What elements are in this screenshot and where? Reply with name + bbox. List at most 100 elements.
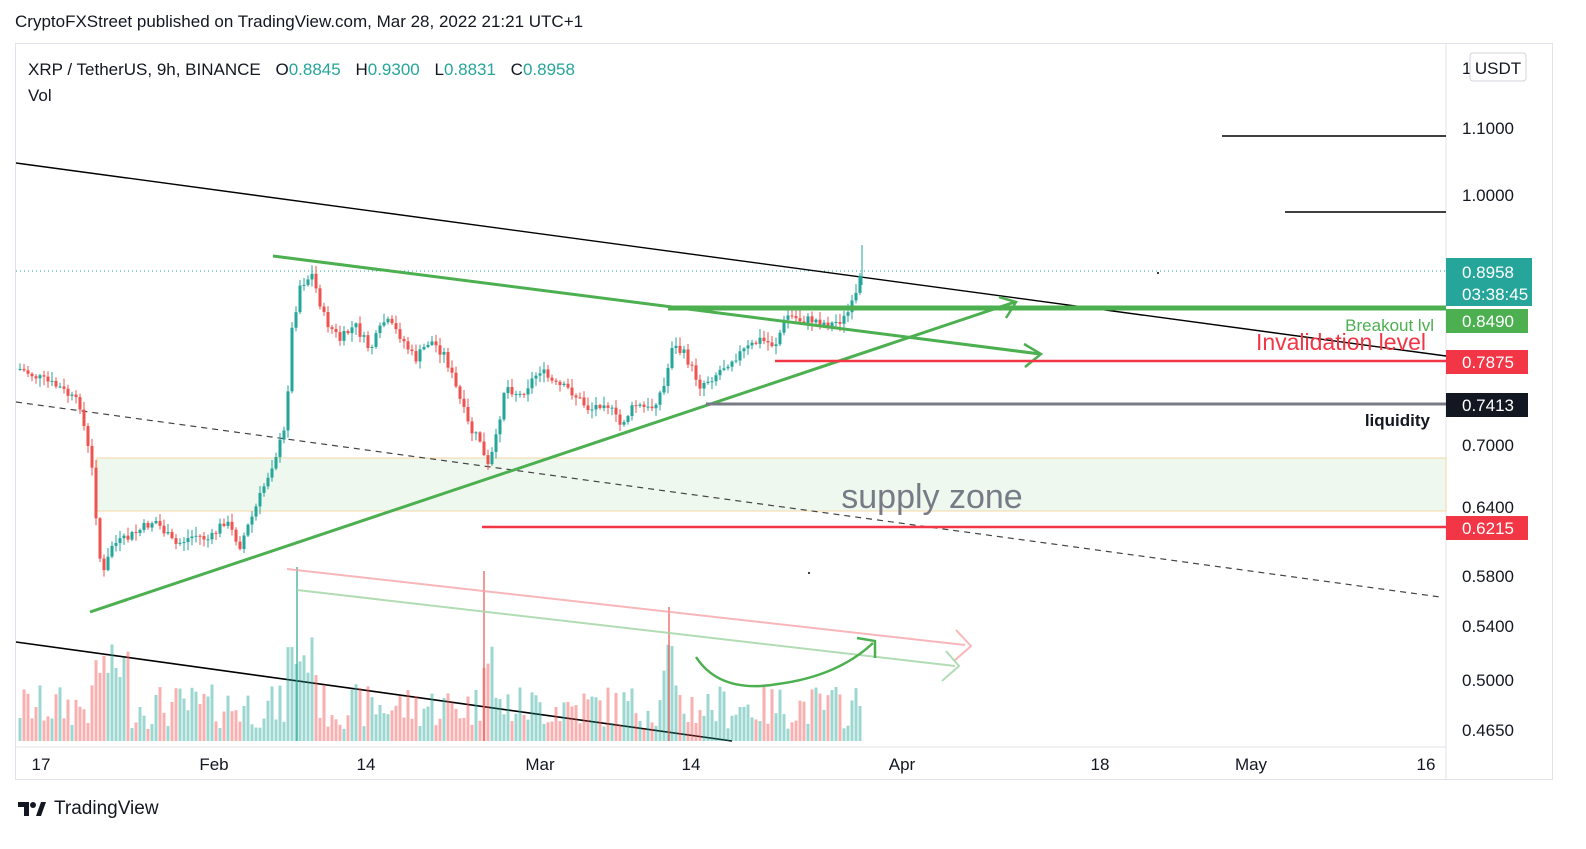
currency-label[interactable]: USDT — [1475, 59, 1521, 78]
volume-bar — [394, 705, 398, 741]
volume-bar — [170, 701, 174, 741]
volume-bar — [682, 713, 686, 741]
candle-body — [730, 361, 734, 367]
candle-body — [594, 404, 598, 410]
candle-body — [722, 368, 726, 370]
low-value: 0.8831 — [443, 60, 496, 79]
volume-bar — [690, 697, 694, 741]
candle-body — [158, 521, 162, 526]
triangle-lower-line[interactable] — [89, 300, 1016, 614]
candle-body — [30, 373, 34, 377]
dashed-trendline[interactable] — [15, 401, 1441, 598]
candle-body — [586, 405, 590, 411]
time-axis[interactable]: 17 Feb 14 Mar 14 Apr 18 May 16 — [32, 755, 1436, 774]
candle-body — [26, 370, 30, 374]
candle-body — [414, 351, 418, 362]
breakout-label[interactable]: Breakout lvl — [1345, 316, 1434, 335]
candle-body — [634, 405, 638, 407]
candle-body — [410, 349, 414, 352]
volume-bars — [18, 567, 862, 741]
candle-body — [318, 288, 322, 307]
candle-body — [406, 341, 410, 350]
candle-body — [314, 273, 318, 289]
candle-body — [134, 532, 138, 534]
liquidity-label[interactable]: liquidity — [1365, 411, 1431, 430]
candle-body — [666, 367, 670, 386]
volume-bar — [346, 715, 350, 741]
volume-bar — [686, 721, 690, 741]
volume-bar — [762, 684, 766, 741]
currency-button[interactable] — [1469, 52, 1527, 82]
volume-bar — [34, 707, 38, 741]
volume-bar — [814, 687, 818, 741]
high-label: H — [355, 60, 368, 79]
volume-bar — [126, 651, 130, 741]
volume-bar — [550, 721, 554, 741]
candle-body — [834, 321, 838, 323]
lower-channel-line[interactable] — [15, 641, 733, 742]
candle-body — [126, 535, 130, 540]
curved-arrow[interactable] — [694, 642, 874, 688]
marker-dot — [808, 572, 810, 574]
volume-bar — [502, 714, 506, 741]
high-value: 0.9300 — [367, 60, 420, 79]
volume-bar — [306, 672, 310, 741]
volume-bar — [726, 728, 730, 741]
candle-body — [626, 416, 630, 422]
volume-bar — [466, 696, 470, 741]
currency-prefix: 1 — [1462, 59, 1471, 78]
liquidity-badge-value: 0.7413 — [1462, 396, 1514, 415]
volume-bar — [406, 690, 410, 741]
time-tick-label: 17 — [32, 755, 51, 774]
volume-bar — [778, 689, 782, 741]
candle-body — [506, 387, 510, 394]
candle-body — [602, 405, 606, 409]
volume-bar — [634, 713, 638, 741]
candle-body — [270, 468, 274, 478]
volume-bar — [42, 720, 46, 741]
volume-bar — [154, 694, 158, 741]
symbol-label[interactable]: XRP / TetherUS, 9h, BINANCE — [28, 60, 261, 79]
volume-bar — [626, 701, 630, 741]
volume-bar — [486, 663, 490, 741]
upper-channel-line[interactable] — [15, 162, 1447, 357]
volume-bar — [662, 670, 666, 741]
candle-body — [526, 388, 530, 395]
price-axis[interactable]: 1 USDT 1.1000 1.0000 0.7000 0.6400 0.5800 0.5… — [1462, 52, 1527, 740]
candle-body — [426, 344, 430, 347]
candle-body — [682, 349, 686, 353]
candle-body — [622, 421, 626, 425]
footer-brand[interactable]: TradingView — [18, 798, 159, 820]
volume-bar — [242, 706, 246, 741]
volume-bar — [546, 722, 550, 741]
candle-body — [194, 535, 198, 537]
volume-bar — [26, 693, 30, 741]
volume-green-arrow[interactable] — [296, 589, 956, 667]
volume-bar — [150, 724, 154, 741]
candle-body — [354, 323, 358, 328]
volume-bar — [566, 701, 570, 741]
volume-bar — [766, 723, 770, 741]
volume-bar — [614, 692, 618, 741]
candle-body — [614, 407, 618, 415]
volume-bar — [342, 728, 346, 741]
volume-bar — [534, 695, 538, 741]
volume-bar — [366, 686, 370, 741]
invalidation-label[interactable]: Invalidation level — [1256, 329, 1426, 355]
volume-indicator-label[interactable]: Vol — [28, 86, 52, 105]
volume-red-arrow[interactable] — [286, 568, 966, 646]
supply-zone-label[interactable]: supply zone — [841, 478, 1022, 516]
support-badge — [1446, 516, 1528, 540]
candle-body — [702, 382, 706, 389]
candle-body — [478, 432, 482, 442]
volume-bar — [310, 637, 314, 741]
candle-body — [166, 532, 170, 534]
volume-bar — [402, 717, 406, 741]
volume-bar — [818, 693, 822, 741]
volume-bar — [702, 715, 706, 741]
supply-zone-rect[interactable] — [96, 457, 1447, 512]
candle-body — [86, 426, 90, 446]
candle-body — [750, 342, 754, 346]
candle-body — [402, 338, 406, 342]
